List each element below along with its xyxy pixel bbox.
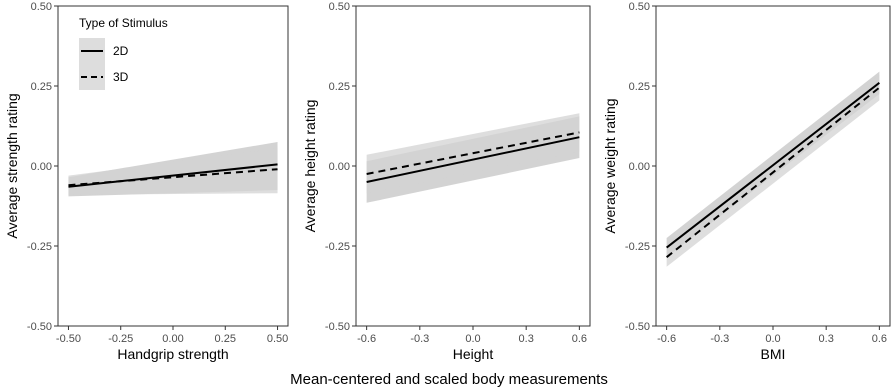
x-tick-label: 0.0 [465, 333, 480, 345]
series-line-3d [666, 86, 880, 258]
x-tick-label: -0.6 [357, 333, 376, 345]
legend-label-2d: 2D [113, 44, 129, 58]
x-tick-label: -0.25 [108, 333, 133, 345]
shared-x-axis-label: Mean-centered and scaled body measuremen… [290, 371, 608, 388]
x-tick-label: -0.3 [710, 333, 729, 345]
y-tick-label: -0.50 [27, 321, 52, 333]
y-tick-label: -0.25 [625, 241, 650, 253]
y-axis-label: Average strength rating [4, 93, 20, 238]
y-tick-label: 0.50 [329, 1, 350, 13]
y-tick-label: -0.50 [325, 321, 350, 333]
x-tick-label: 0.3 [819, 333, 834, 345]
series-line-3d [366, 131, 580, 175]
y-tick-label: 0.00 [329, 161, 350, 173]
y-tick-label: 0.25 [629, 81, 650, 93]
x-tick-label: -0.6 [657, 333, 676, 345]
y-axis-label: Average weight rating [602, 98, 618, 233]
legend-title: Type of Stimulus [79, 16, 168, 30]
x-tick-label: -0.50 [56, 333, 81, 345]
x-axis-label: BMI [761, 346, 786, 362]
x-tick-label: 0.25 [215, 333, 236, 345]
y-tick-label: -0.25 [325, 241, 350, 253]
x-tick-label: -0.3 [410, 333, 429, 345]
series-line-2d [366, 136, 580, 183]
x-tick-label: 0.0 [765, 333, 780, 345]
y-axis-label: Average height rating [302, 100, 318, 233]
panel-height: -0.6 -0.3 0.0 0.3 0.6 -0.50 -0.25 0.00 0.25 0.50 H… [302, 1, 591, 362]
y-tick-label: 0.50 [31, 1, 52, 13]
x-tick-label: 0.6 [572, 333, 587, 345]
x-tick-label: 0.00 [162, 333, 183, 345]
ci-band-3d [68, 148, 278, 195]
y-tick-label: 0.50 [629, 1, 650, 13]
legend: Type of Stimulus 2D 3D [79, 16, 168, 90]
y-tick-label: 0.00 [31, 161, 52, 173]
y-tick-label: 0.25 [31, 81, 52, 93]
y-tick-label: -0.25 [27, 241, 52, 253]
series-line-3d [68, 168, 278, 187]
panel-strength: -0.50 -0.25 0.00 0.25 0.50 -0.50 -0.25 0.00 0.25… [4, 1, 289, 362]
x-axis-label: Handgrip strength [117, 346, 228, 362]
series-line-2d [68, 163, 278, 188]
x-tick-label: 0.3 [519, 333, 534, 345]
x-tick-label: 0.50 [267, 333, 288, 345]
x-axis-label: Height [453, 346, 494, 362]
y-tick-label: 0.25 [329, 81, 350, 93]
legend-label-3d: 3D [113, 70, 129, 84]
y-tick-label: -0.50 [625, 321, 650, 333]
ci-band-3d [666, 74, 880, 267]
y-tick-label: 0.00 [629, 161, 650, 173]
x-tick-label: 0.6 [872, 333, 887, 345]
series-line-2d [666, 82, 880, 249]
panel-bmi: -0.6 -0.3 0.0 0.3 0.6 -0.50 -0.25 0.00 0.25 0.50 B… [602, 1, 891, 362]
